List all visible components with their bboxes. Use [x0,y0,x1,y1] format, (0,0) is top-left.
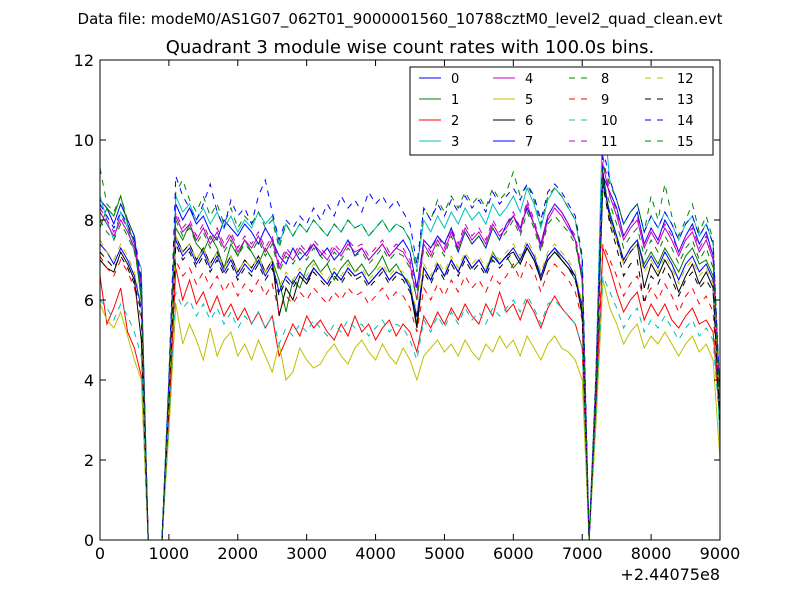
legend-label-1: 1 [451,93,459,108]
series-line-14 [99,147,721,541]
series-line-11 [99,155,721,541]
chart-suptitle: Data file: modeM0/AS1G07_062T01_90000015… [78,10,723,29]
x-tick-label: 6000 [493,544,534,563]
legend-box [409,66,714,156]
legend-label-6: 6 [525,114,533,129]
series-line-2 [99,247,721,541]
x-tick-label: 4000 [355,544,396,563]
series-line-7 [99,179,721,541]
x-tick-label: 2000 [217,544,258,563]
legend-label-10: 10 [601,114,618,129]
legend-label-12: 12 [677,72,694,87]
chart-title: Quadrant 3 module wise count rates with … [166,37,655,58]
y-tick-label: 2 [84,451,94,470]
series-line-10 [99,275,721,541]
x-tick-label: 3000 [286,544,327,563]
series-line-15 [99,179,721,541]
x-tick-label: 1000 [149,544,190,563]
legend-label-3: 3 [451,135,459,150]
x-tick-label: 5000 [424,544,465,563]
x-tick-label: 7000 [562,544,603,563]
series-line-8 [99,163,721,541]
legend-label-11: 11 [601,135,618,150]
legend-label-2: 2 [451,114,459,129]
series-line-1 [99,183,721,541]
series-line-13 [99,183,721,541]
legend-label-15: 15 [677,135,694,150]
y-tick-label: 8 [84,211,94,230]
series-line-9 [99,243,721,541]
y-tick-label: 10 [74,131,94,150]
series-layer [99,107,721,541]
series-line-3 [99,107,721,541]
legend-label-5: 5 [525,93,533,108]
plot-area: 0 1000 2000 3000 4000 5000 6000 7000 8000 9000 0 2 4… [74,51,741,563]
y-tick-label: 0 [84,531,94,550]
legend-label-0: 0 [451,72,459,87]
legend-label-14: 14 [677,114,694,129]
y-tick-label: 4 [84,371,94,390]
series-line-6 [99,171,721,541]
series-line-12 [99,187,721,541]
series-line-0 [99,175,721,541]
y-tick-label: 6 [84,291,94,310]
legend-label-9: 9 [601,93,609,108]
x-tick-label: 8000 [631,544,672,563]
series-line-4 [99,163,721,541]
legend-label-13: 13 [677,93,694,108]
x-tick-label: 9000 [700,544,741,563]
legend-label-8: 8 [601,72,609,87]
legend-label-7: 7 [525,135,533,150]
y-tick-label: 12 [74,51,94,70]
x-offset-label: +2.44075e8 [620,565,720,584]
tick-layer: 0 1000 2000 3000 4000 5000 6000 7000 8000 9000 0 2 4… [74,51,741,563]
series-line-5 [99,279,721,541]
x-tick-label: 0 [95,544,105,563]
legend-label-4: 4 [525,72,533,87]
